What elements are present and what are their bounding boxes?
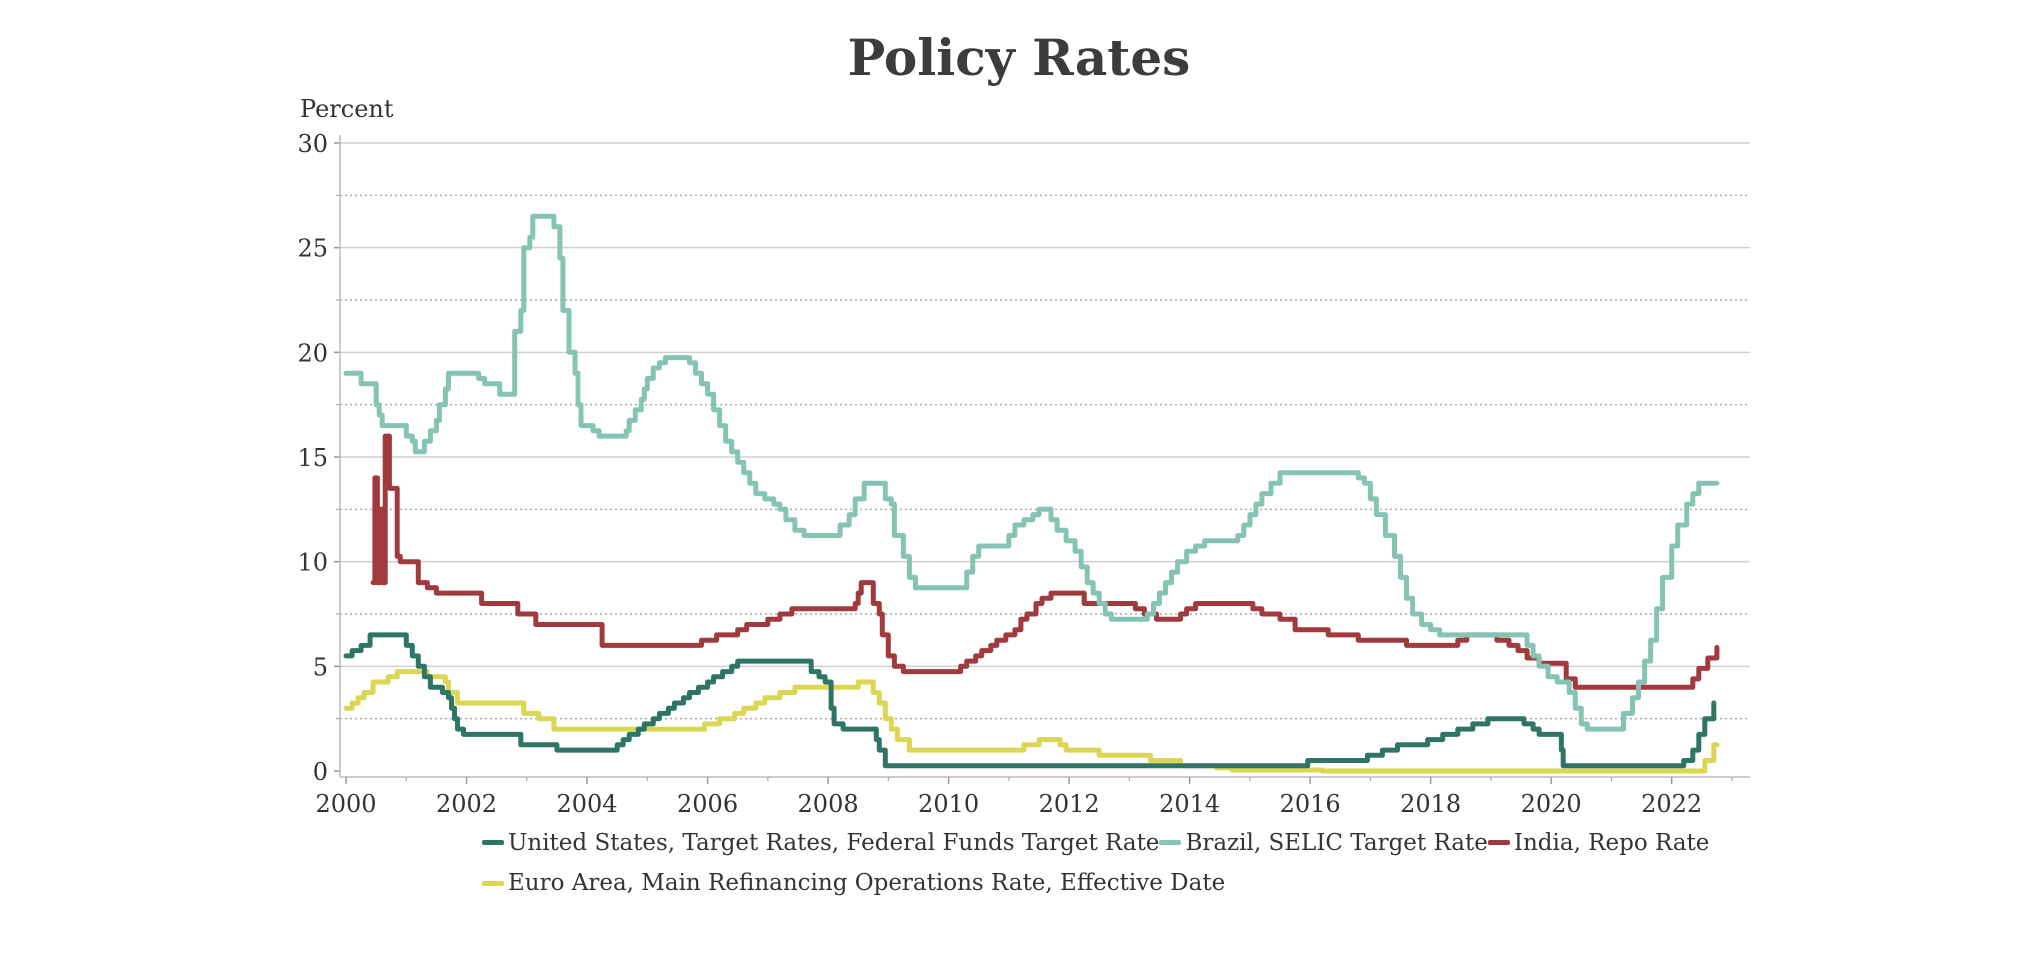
legend-swatch-brazil [1159,840,1182,845]
series-line-us-fed-funds [343,632,1717,769]
axes [334,135,1750,784]
legend-item-euro: Euro Area, Main Refinancing Operations R… [482,865,1225,901]
legend-row: Euro Area, Main Refinancing Operations R… [482,861,1722,902]
legend-row: United States, Target Rates, Federal Fun… [482,820,1722,861]
legend-item-brazil: Brazil, SELIC Target Rate [1159,825,1488,861]
series-line-euro-mro [343,669,1720,774]
x-tick-label: 2008 [798,790,859,818]
axis-labels: 0 5 10 15 20 25 30 Percent 2000 2002 2004 2006 2008 2… [297,95,1702,818]
legend-label-euro: Euro Area, Main Refinancing Operations R… [508,870,1226,896]
chart-title: Policy Rates [847,28,1191,87]
legend-label-us: United States, Target Rates, Federal Fun… [508,829,1160,856]
x-tick-label: 2000 [315,790,376,818]
series-lines [343,213,1720,774]
y-tick-label: 30 [297,130,328,158]
legend-swatch-us [482,840,504,845]
x-tick-label: 2018 [1400,790,1461,818]
legend-swatch-euro [482,880,504,886]
y-tick-label: 10 [297,549,328,577]
x-tick-label: 2016 [1280,790,1341,818]
series-line-brazil-selic [343,213,1720,732]
y-tick-label: 20 [297,339,328,367]
y-axis-unit-label: Percent [300,95,394,123]
x-tick-label: 2022 [1641,790,1702,818]
x-tick-label: 2012 [1039,790,1100,818]
x-tick-label: 2020 [1521,790,1582,818]
x-tick-label: 2006 [677,790,738,818]
legend-label-india: India, Repo Rate [1513,829,1710,856]
y-tick-label: 25 [297,235,328,263]
legend: United States, Target Rates, Federal Fun… [482,820,1722,901]
legend-swatch-india [1487,840,1510,845]
x-tick-label: 2014 [1159,790,1220,818]
y-tick-label: 15 [297,444,328,472]
legend-item-india: India, Repo Rate [1487,825,1710,861]
legend-item-us: United States, Target Rates, Federal Fun… [482,825,1159,861]
y-tick-label: 5 [313,653,328,681]
gridlines [340,142,1750,720]
series-line-india-repo [370,433,1720,690]
x-tick-label: 2004 [557,790,618,818]
legend-label-brazil: Brazil, SELIC Target Rate [1185,829,1488,856]
x-tick-label: 2010 [918,790,979,818]
x-tick-label: 2002 [436,790,497,818]
y-tick-label: 0 [313,758,328,786]
